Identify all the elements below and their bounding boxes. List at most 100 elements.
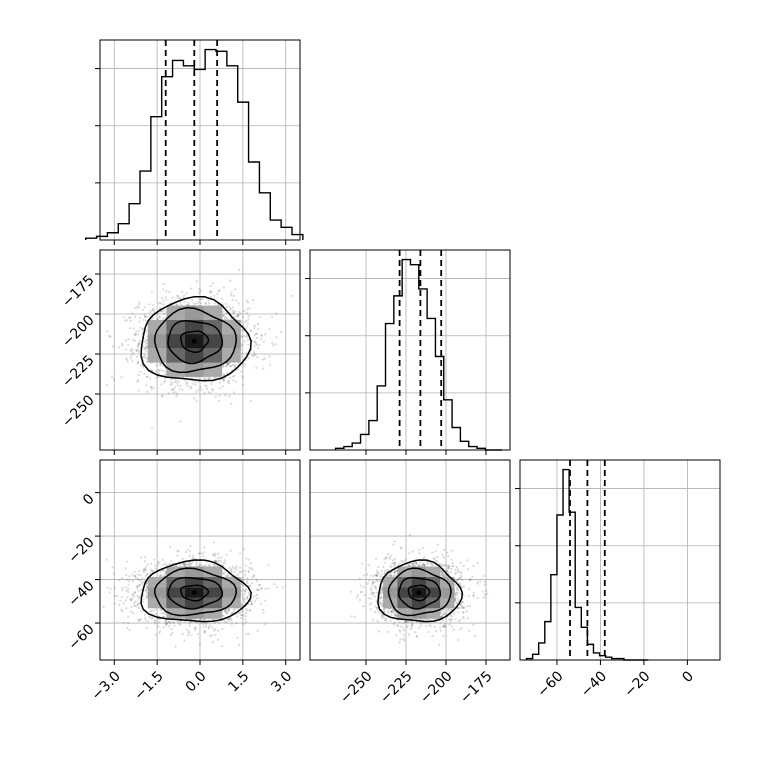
scatter-point	[256, 347, 260, 350]
scatter-point	[127, 338, 130, 341]
scatter-point	[222, 286, 225, 289]
scatter-point	[144, 590, 147, 593]
scatter-point	[218, 381, 222, 384]
scatter-point	[176, 392, 179, 396]
scatter-point	[225, 553, 228, 556]
scatter-point	[162, 615, 166, 618]
x-tick-label-2-3: 0	[679, 668, 697, 686]
scatter-point	[152, 304, 155, 307]
scatter-point	[253, 334, 256, 337]
scatter-point	[235, 574, 238, 577]
scatter-point	[132, 592, 135, 595]
scatter-point	[151, 308, 155, 311]
scatter-point	[213, 554, 217, 557]
scatter-point	[149, 616, 152, 619]
scatter-point	[169, 383, 172, 386]
scatter-point	[181, 557, 184, 560]
scatter-point	[245, 299, 248, 302]
scatter-point	[228, 395, 231, 398]
scatter-point	[227, 573, 230, 576]
scatter-point	[188, 563, 192, 566]
scatter-point	[159, 575, 162, 578]
scatter-point	[139, 589, 143, 592]
scatter-point	[149, 377, 152, 380]
scatter-point	[176, 549, 179, 552]
scatter-point	[229, 549, 232, 552]
hist-1-frame	[309, 249, 511, 451]
scatter-point	[158, 631, 161, 635]
scatter-point	[140, 582, 144, 585]
scatter-point	[161, 297, 164, 300]
scatter-point	[225, 574, 228, 577]
scatter-point	[216, 560, 220, 564]
scatter-point	[203, 377, 206, 380]
scatter-point	[183, 300, 186, 304]
scatter-point	[130, 357, 133, 360]
scatter-point	[134, 604, 137, 608]
scatter-point	[281, 586, 285, 589]
density-cell	[147, 334, 167, 349]
scatter-point	[224, 312, 228, 315]
scatter-point	[164, 622, 167, 625]
scatter-point	[271, 341, 274, 345]
scatter-point	[191, 382, 194, 385]
hist-0-steps	[85, 48, 304, 240]
scatter-point	[244, 621, 248, 624]
scatter-point	[138, 341, 141, 345]
scatter-point	[262, 612, 265, 615]
scatter-point	[150, 388, 153, 391]
scatter-point	[229, 279, 232, 282]
scatter-point	[212, 563, 216, 567]
scatter-point	[177, 550, 180, 553]
scatter-point	[198, 287, 201, 291]
scatter-point	[153, 558, 156, 561]
scatter-point	[249, 599, 252, 602]
scatter-point	[244, 615, 247, 618]
scatter-point	[216, 638, 220, 641]
scatter-point	[144, 566, 147, 569]
scatter-point	[137, 619, 141, 622]
scatter-point	[135, 330, 138, 333]
scatter-point	[158, 369, 161, 372]
scatter-point	[198, 643, 201, 646]
scatter-point	[243, 573, 247, 577]
scatter-point	[152, 307, 155, 311]
scatter-point	[225, 362, 229, 365]
scatter-point	[186, 303, 189, 307]
scatter-point	[123, 316, 126, 319]
scatter-point	[233, 365, 237, 368]
scatter-point	[235, 299, 238, 302]
scatter-point	[176, 296, 179, 300]
scatter-point	[222, 365, 225, 368]
scatter-point	[195, 390, 198, 393]
scatter-point	[149, 311, 152, 314]
scatter-point	[225, 364, 228, 367]
scatter-point	[247, 318, 250, 321]
scatter-point	[233, 374, 236, 377]
scatter-point	[179, 564, 182, 567]
peak-marker	[191, 338, 197, 344]
scatter-point	[253, 340, 256, 344]
scatter-point	[185, 292, 188, 295]
scatter-point	[236, 315, 239, 318]
scatter-point	[223, 609, 227, 612]
contour-1	[167, 319, 224, 365]
scatter-point	[211, 388, 214, 391]
scatter-point	[236, 636, 239, 639]
scatter-point	[170, 627, 173, 630]
scatter-point	[144, 344, 147, 347]
scatter-point	[222, 373, 226, 376]
scatter-point	[230, 571, 233, 574]
scatter-point	[183, 563, 187, 566]
hist-1-steps	[334, 258, 502, 451]
scatter-point	[209, 635, 212, 638]
scatter-point	[242, 329, 245, 332]
scatter-point	[275, 586, 279, 589]
scatter-point	[230, 291, 233, 294]
scatter-point	[136, 594, 139, 597]
scatter-point	[242, 576, 245, 579]
scatter-point	[247, 632, 250, 635]
scatter-point	[136, 602, 139, 605]
scatter-point	[230, 402, 233, 405]
scatter-point	[226, 371, 229, 375]
